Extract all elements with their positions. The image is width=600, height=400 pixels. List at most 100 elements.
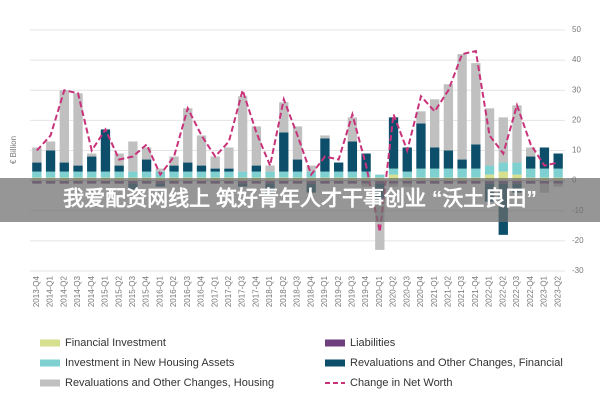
x-tick-label: 2018-Q2	[279, 275, 288, 307]
bar-segment	[45, 141, 56, 151]
overlay-banner	[0, 178, 600, 222]
x-tick-label: 2015-Q4	[142, 275, 151, 307]
bar-segment	[265, 165, 275, 172]
x-tick-label: 2020-Q4	[416, 275, 425, 307]
bar-segment	[498, 171, 508, 181]
x-tick-label: 2021-Q4	[471, 275, 480, 307]
y-tick-label: -20	[572, 236, 584, 245]
legend-swatch	[325, 339, 345, 347]
bar-segment	[114, 165, 124, 172]
bar-segment	[141, 147, 152, 160]
x-tick-label: 2023-Q1	[540, 275, 549, 307]
y-tick-label: 10	[572, 146, 581, 155]
x-tick-label: 2020-Q1	[375, 275, 384, 307]
x-tick-label: 2018-Q4	[306, 275, 315, 307]
bar-segment	[237, 96, 248, 172]
legend-label: Revaluations and Other Changes, Housing	[65, 377, 274, 389]
bar-segment	[512, 174, 522, 181]
bar-segment	[265, 171, 275, 178]
bar-segment	[73, 165, 83, 172]
bar-segment	[292, 159, 303, 172]
bar-segment	[45, 150, 56, 172]
legend-label: Investment in New Housing Assets	[65, 357, 235, 369]
bar-segment	[32, 171, 42, 178]
bar-segment	[210, 168, 220, 172]
bar-segment	[128, 171, 138, 178]
bar-segment	[87, 171, 97, 178]
bar-segment	[388, 174, 399, 181]
x-tick-label: 2019-Q1	[320, 275, 329, 307]
bar-segment	[471, 144, 481, 169]
bar-segment	[32, 147, 42, 163]
x-tick-label: 2013-Q4	[32, 275, 41, 307]
bar-segment	[388, 117, 399, 169]
x-tick-label: 2014-Q4	[87, 275, 96, 307]
x-tick-label: 2014-Q1	[46, 275, 55, 307]
bar-segment	[375, 174, 385, 178]
bar-segment	[443, 150, 454, 169]
bar-segment	[169, 171, 179, 178]
bar-segment	[333, 162, 344, 172]
bar-segment	[416, 123, 426, 169]
bar-segment	[100, 129, 111, 172]
bar-segment	[87, 156, 97, 172]
bar-segment	[73, 93, 83, 166]
bar-segment	[183, 171, 193, 178]
overlay-text: 我爱配资网线上 筑好青年人才干事创业 “沃土良田”	[63, 187, 537, 211]
y-tick-label: 30	[572, 85, 581, 94]
bar-segment	[114, 171, 124, 178]
bar-segment	[141, 171, 152, 178]
x-tick-label: 2018-Q1	[265, 275, 274, 307]
bar-segment	[73, 171, 83, 178]
y-axis-label: € Billion	[9, 136, 18, 164]
x-tick-label: 2019-Q4	[361, 275, 370, 307]
bar-segment	[224, 168, 234, 172]
x-tick-label: 2019-Q2	[334, 275, 343, 307]
legend-label: Financial Investment	[65, 337, 166, 349]
x-tick-label: 2014-Q3	[73, 275, 82, 307]
bar-segment	[183, 108, 193, 163]
x-tick-label: 2020-Q2	[389, 275, 398, 307]
bar-segment	[196, 135, 207, 166]
bar-segment	[196, 165, 207, 172]
bar-segment	[100, 171, 111, 178]
x-tick-label: 2022-Q3	[512, 275, 521, 307]
bar-segment	[59, 162, 69, 172]
x-tick-label: 2021-Q3	[457, 275, 466, 307]
bar-segment	[347, 141, 358, 172]
bar-segment	[512, 105, 522, 163]
bar-segment	[347, 117, 358, 142]
bar-segment	[402, 147, 412, 172]
bar-segment	[498, 117, 508, 163]
x-tick-label: 2021-Q1	[430, 275, 439, 307]
bar-segment	[471, 63, 481, 145]
x-tick-label: 2016-Q2	[169, 275, 178, 307]
x-tick-label: 2017-Q2	[224, 275, 233, 307]
y-tick-label: 40	[572, 55, 581, 64]
bar-segment	[196, 171, 207, 178]
bar-segment	[498, 162, 508, 172]
bar-segment	[539, 147, 550, 169]
legend-label: Change in Net Worth	[350, 377, 453, 389]
x-tick-label: 2016-Q4	[197, 275, 206, 307]
x-tick-label: 2015-Q3	[128, 275, 137, 307]
x-tick-label: 2022-Q4	[526, 275, 535, 307]
bar-segment	[251, 126, 262, 166]
x-tick-label: 2022-Q1	[485, 275, 494, 307]
bar-segment	[210, 171, 220, 178]
bar-segment	[306, 165, 316, 172]
bar-segment	[416, 111, 426, 124]
bar-segment	[388, 168, 399, 175]
bar-segment	[320, 135, 330, 139]
x-tick-label: 2022-Q2	[498, 275, 507, 307]
bar-segment	[430, 168, 440, 178]
bar-segment	[155, 168, 165, 172]
x-tick-label: 2015-Q1	[101, 275, 110, 307]
bar-segment	[484, 165, 495, 175]
x-tick-label: 2014-Q2	[59, 275, 68, 307]
bar-segment	[553, 168, 563, 178]
bar-segment	[347, 171, 358, 178]
bar-segment	[443, 84, 454, 151]
bar-segment	[430, 99, 440, 148]
